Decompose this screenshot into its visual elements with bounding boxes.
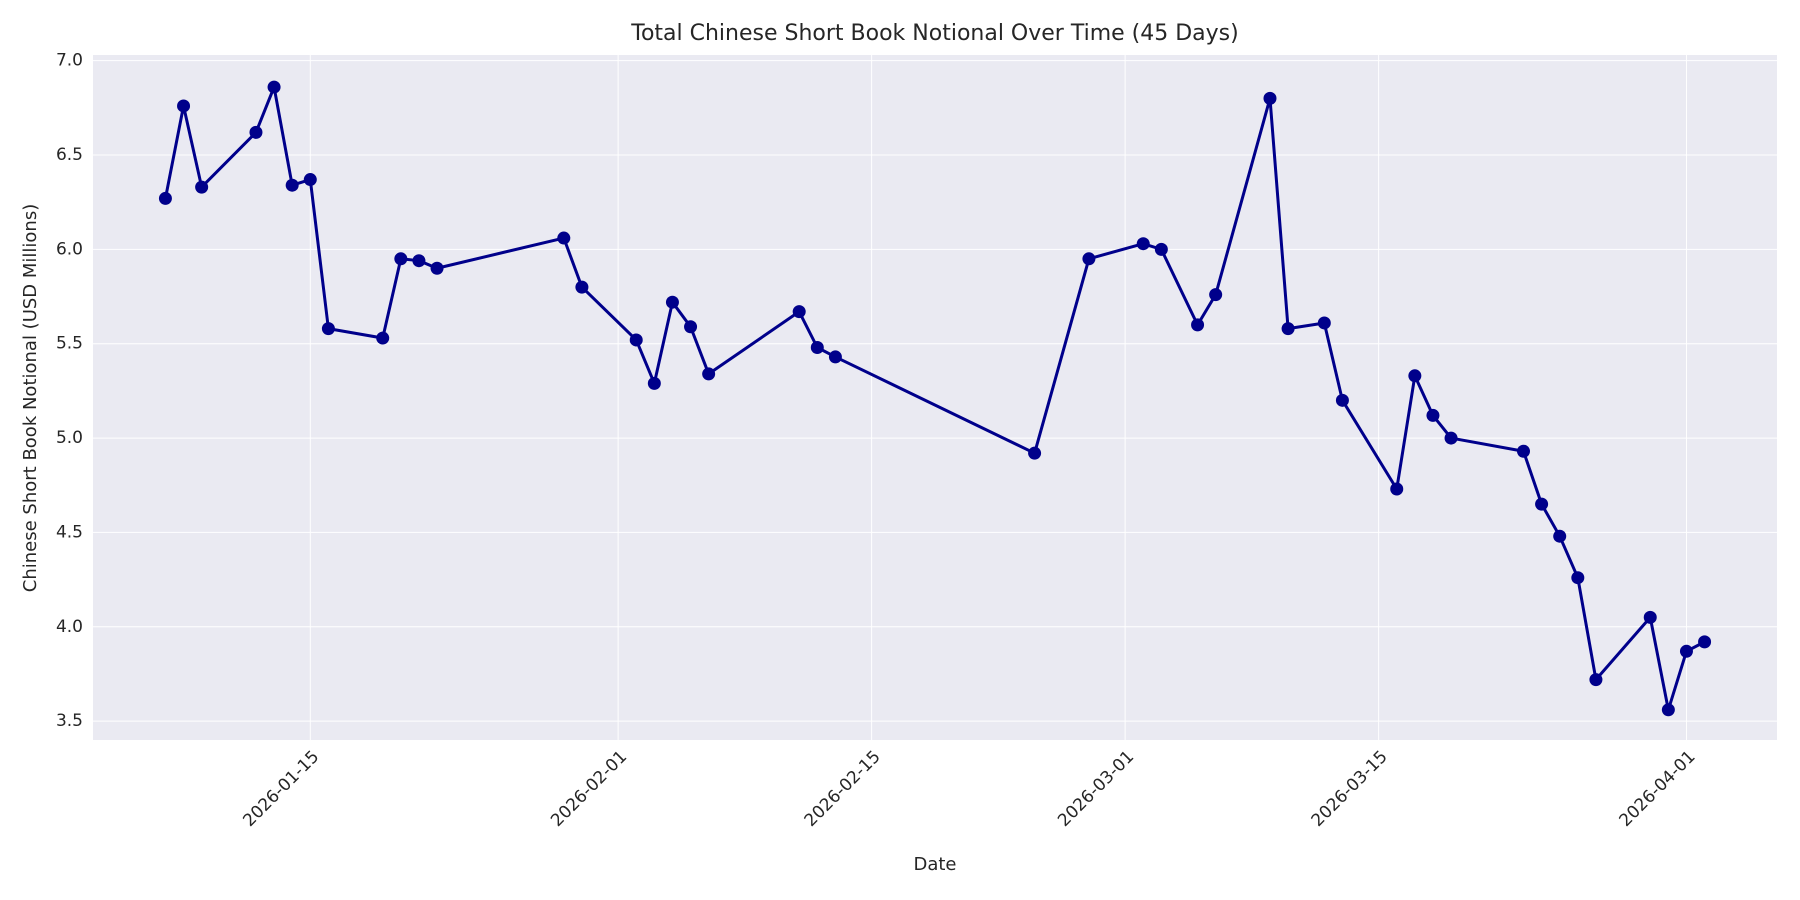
marker <box>394 252 408 266</box>
marker <box>810 340 824 354</box>
marker <box>792 305 806 319</box>
marker <box>1191 318 1205 332</box>
marker <box>647 376 661 390</box>
marker <box>629 333 643 347</box>
marker <box>1589 673 1603 687</box>
marker <box>1136 237 1150 251</box>
marker <box>684 320 698 334</box>
y-tick-label: 6.0 <box>56 239 83 259</box>
chart-title: Total Chinese Short Book Notional Over T… <box>630 21 1238 46</box>
y-tick-label: 7.0 <box>56 51 83 71</box>
marker <box>1553 529 1567 543</box>
marker <box>1281 322 1295 336</box>
y-tick-label: 4.5 <box>56 522 83 542</box>
y-tick-label: 5.5 <box>56 334 83 354</box>
y-tick-label: 6.5 <box>56 145 83 165</box>
marker <box>1209 288 1223 302</box>
marker <box>1661 703 1675 717</box>
marker <box>177 99 191 113</box>
x-tick-label: 2026-02-15 <box>801 747 885 831</box>
plot-area <box>93 55 1777 740</box>
x-tick-label: 2026-03-01 <box>1054 747 1138 831</box>
marker <box>321 322 335 336</box>
marker <box>430 261 444 275</box>
marker <box>267 80 281 94</box>
marker <box>1263 91 1277 105</box>
marker <box>1535 497 1549 511</box>
x-tick-label: 2026-02-01 <box>547 747 631 831</box>
x-tick-label: 2026-03-15 <box>1308 747 1392 831</box>
marker <box>1679 644 1693 658</box>
marker <box>285 178 299 192</box>
x-tick-label: 2026-04-01 <box>1616 747 1700 831</box>
marker <box>828 350 842 364</box>
marker <box>376 331 390 345</box>
y-tick-label: 3.5 <box>56 711 83 731</box>
marker <box>412 254 426 268</box>
y-tick-label: 5.0 <box>56 428 83 448</box>
marker <box>1408 369 1422 383</box>
marker <box>665 295 679 309</box>
marker <box>1028 446 1042 460</box>
marker <box>1390 482 1404 496</box>
marker <box>1643 610 1657 624</box>
marker <box>1335 393 1349 407</box>
marker <box>1516 444 1530 458</box>
marker <box>1444 431 1458 445</box>
x-axis-label: Date <box>913 854 956 875</box>
marker <box>557 231 571 245</box>
marker <box>1426 408 1440 422</box>
marker <box>575 280 589 294</box>
y-tick-label: 4.0 <box>56 617 83 637</box>
marker <box>1698 635 1712 649</box>
marker <box>1082 252 1096 266</box>
y-axis-label: Chinese Short Book Notional (USD Million… <box>20 204 41 592</box>
x-tick-label: 2026-01-15 <box>239 747 323 831</box>
marker <box>158 191 172 205</box>
marker <box>1571 571 1585 585</box>
marker <box>1317 316 1331 330</box>
marker <box>702 367 716 381</box>
marker <box>1154 242 1168 256</box>
marker <box>195 180 209 194</box>
marker <box>249 125 263 139</box>
marker <box>303 173 317 187</box>
